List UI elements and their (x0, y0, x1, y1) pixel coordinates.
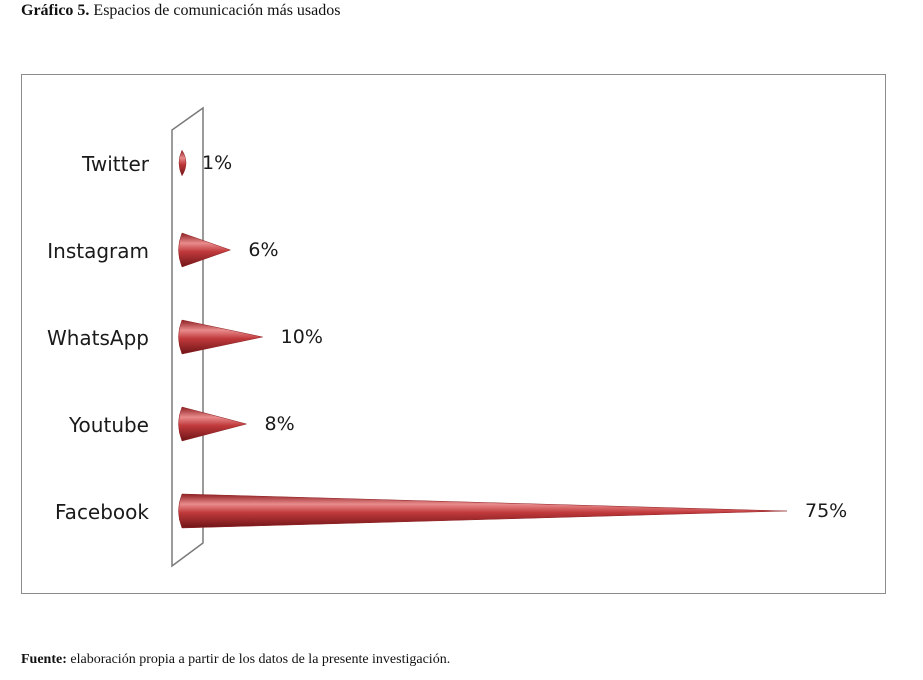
source-text: elaboración propia a partir de los datos… (70, 652, 451, 667)
category-label-whatsapp: WhatsApp (47, 326, 149, 350)
source-label: Fuente: (21, 652, 67, 667)
bar-facebook (178, 493, 788, 529)
category-label-instagram: Instagram (47, 239, 149, 263)
value-label-whatsapp: 10% (281, 326, 323, 348)
bar-youtube (178, 406, 248, 442)
value-label-instagram: 6% (248, 239, 278, 261)
figure-number: Gráfico 5. (21, 2, 90, 19)
category-label-twitter: Twitter (81, 152, 150, 176)
bar-whatsapp (178, 319, 263, 355)
figure-source: Fuente: elaboración propia a partir de l… (21, 652, 450, 668)
category-label-facebook: Facebook (55, 500, 149, 524)
value-label-twitter: 1% (202, 152, 232, 174)
value-label-facebook: 75% (805, 500, 847, 522)
figure-caption: Gráfico 5. Espacios de comunicación más … (21, 2, 340, 20)
category-label-youtube: Youtube (68, 413, 149, 437)
figure-title: Espacios de comunicación más usados (93, 2, 341, 19)
value-label-youtube: 8% (265, 413, 295, 435)
chart-area: Twitter 1% Instagram 6% WhatsApp 10% Youtube 8%… (21, 74, 886, 594)
axis-wall (171, 106, 204, 568)
cone-bar-chart: Twitter 1% Instagram 6% WhatsApp 10% Youtube 8%… (47, 106, 847, 568)
bar-instagram (178, 232, 232, 268)
bar-twitter (178, 149, 187, 177)
